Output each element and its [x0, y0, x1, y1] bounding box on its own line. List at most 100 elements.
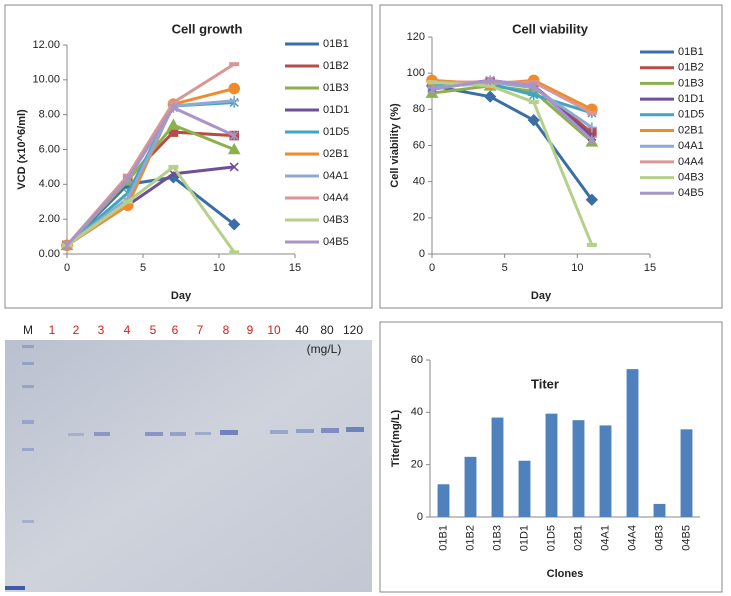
legend-label: 04B3: [323, 214, 349, 226]
legend-label: 04B5: [323, 236, 349, 248]
marker: [227, 142, 241, 155]
y-tick-label: 40: [413, 176, 425, 188]
x-tick-label: 04B5: [680, 525, 692, 551]
legend-label: 01B2: [323, 60, 349, 72]
marker: [228, 218, 241, 231]
x-tick-label: 01B1: [437, 525, 449, 551]
y-tick-label: 60: [413, 139, 425, 151]
marker: [585, 193, 598, 206]
x-tick-label: 04A1: [599, 525, 611, 551]
y-tick-label: 12.00: [32, 39, 60, 51]
marker: [62, 240, 72, 251]
x-axis-label: Clones: [547, 568, 584, 580]
x-tick-label: 01D1: [518, 525, 530, 551]
chart-title: Cell viability: [512, 21, 589, 36]
bar: [626, 369, 639, 517]
lane-label: 6: [172, 323, 179, 337]
lane-label: 80: [320, 323, 334, 337]
marker: [167, 118, 180, 130]
bar: [572, 420, 585, 517]
legend-label: 01D1: [678, 93, 704, 105]
y-tick-label: 10.00: [32, 74, 60, 86]
legend-label: 01B2: [678, 62, 704, 74]
series-line: [65, 105, 235, 247]
y-axis-label: VCD (x10^6/ml): [16, 109, 28, 190]
x-tick-label: 01D5: [545, 525, 557, 551]
lane-label: 1: [49, 323, 56, 337]
marker: [229, 130, 239, 141]
legend-label: 01B3: [323, 82, 349, 94]
y-tick-label: 60: [411, 354, 423, 366]
x-tick-label: 04A4: [626, 525, 638, 551]
marker: [229, 95, 240, 106]
lane-label: 5: [150, 323, 157, 337]
chart-title: Cell growth: [172, 21, 243, 36]
marker: [168, 102, 178, 113]
x-tick-label: 0: [64, 262, 70, 274]
y-tick-label: 4.00: [39, 178, 60, 190]
x-tick-label: 5: [502, 262, 508, 274]
series-line: [66, 164, 236, 254]
lane-label: 8: [223, 323, 230, 337]
marker: [485, 75, 495, 86]
bar: [545, 413, 558, 517]
gel-image: [5, 340, 372, 592]
legend-label: 01D5: [678, 109, 704, 121]
marker: [228, 82, 240, 95]
marker: [123, 174, 133, 185]
y-tick-label: 20: [413, 212, 425, 224]
y-tick-label: 100: [407, 67, 425, 79]
y-tick-label: 80: [413, 103, 425, 115]
bar: [599, 425, 612, 517]
lane-label: 120: [343, 323, 363, 337]
x-tick-label: 10: [213, 262, 225, 274]
lane-label: M: [23, 323, 33, 337]
y-tick-label: 40: [411, 406, 423, 418]
chart-title: Titer: [531, 376, 559, 391]
marker: [229, 162, 239, 172]
lane-label: 3: [98, 323, 105, 337]
legend-label: 02B1: [678, 124, 704, 136]
x-tick-label: 10: [571, 262, 583, 274]
x-tick-label: 01B3: [491, 525, 503, 551]
legend-label: 04A4: [678, 156, 704, 168]
legend-label: 04A4: [323, 192, 349, 204]
legend-label: 04B5: [678, 187, 704, 199]
bar: [437, 484, 450, 517]
lane-label: 7: [197, 323, 204, 337]
y-tick-label: 120: [407, 31, 425, 43]
legend-label: 01D5: [323, 126, 349, 138]
x-tick-label: 5: [140, 262, 146, 274]
marker: [527, 114, 540, 127]
legend-label: 04A1: [678, 140, 704, 152]
x-tick-label: 15: [289, 262, 301, 274]
marker: [529, 80, 539, 91]
y-axis-label: Cell viability (%): [389, 103, 401, 188]
y-tick-label: 0.00: [39, 248, 60, 260]
series-line: [431, 78, 593, 142]
x-tick-label: 15: [644, 262, 656, 274]
legend-label: 01B1: [678, 46, 704, 58]
panel: [379, 4, 723, 309]
lane-label: 10: [267, 323, 281, 337]
bar: [491, 417, 504, 517]
bar: [680, 429, 693, 517]
legend-label: 04A1: [323, 170, 349, 182]
marker: [484, 90, 497, 103]
x-axis-label: Day: [171, 290, 192, 302]
lane-label: 40: [295, 323, 309, 337]
panel: [4, 4, 373, 309]
x-tick-label: 04B3: [653, 525, 665, 551]
x-tick-label: 02B1: [572, 525, 584, 551]
gel-bands: [5, 345, 364, 590]
marker: [427, 84, 437, 95]
bar: [653, 503, 666, 517]
bar: [464, 456, 477, 517]
legend-label: 01B3: [678, 77, 704, 89]
y-tick-label: 6.00: [39, 143, 60, 155]
legend-label: 04B3: [678, 172, 704, 184]
x-axis-label: Day: [531, 290, 552, 302]
lane-label: 9: [247, 323, 254, 337]
lane-label: 4: [124, 323, 131, 337]
